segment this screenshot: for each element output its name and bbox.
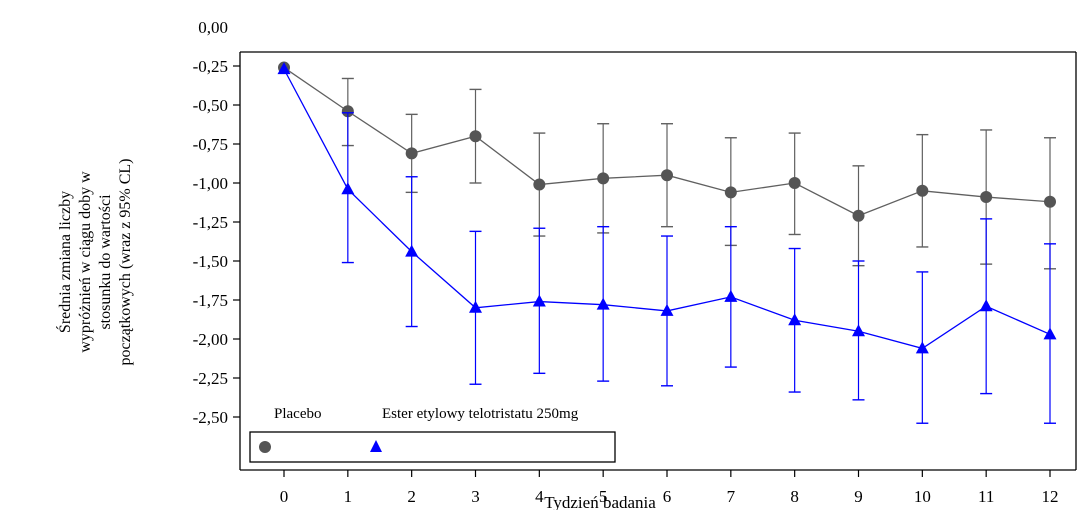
data-point — [596, 297, 610, 310]
y-tick-label: -2,50 — [193, 408, 228, 427]
x-tick-label: 8 — [790, 487, 799, 506]
y-tick-label: -2,25 — [193, 369, 228, 388]
x-tick-label: 11 — [978, 487, 994, 506]
data-point — [1044, 195, 1056, 208]
y-tick-label: -1,50 — [193, 252, 228, 271]
y-axis-label: Średnia zmiana liczby wypróżnień w ciągu… — [55, 158, 134, 365]
y-tick-label: -0,50 — [193, 96, 228, 115]
y-tick-label: -1,75 — [193, 291, 228, 310]
data-point — [852, 209, 865, 222]
x-tick-label: 7 — [727, 487, 736, 506]
legend-marker-triangle — [370, 440, 382, 452]
data-point — [724, 289, 738, 302]
legend-label-telotristat: Ester etylowy telotristatu 250mg — [382, 406, 579, 422]
series-1 — [277, 62, 1057, 424]
x-tick-label: 9 — [854, 487, 863, 506]
y-tick-label: -2,00 — [193, 330, 228, 349]
data-point — [533, 178, 546, 191]
series-layer — [277, 61, 1057, 424]
data-point — [341, 105, 354, 118]
y-tick-label: -0,75 — [193, 135, 228, 154]
data-point — [724, 186, 737, 199]
data-point — [469, 130, 482, 143]
x-axis-label: Tydzień badania — [544, 493, 656, 510]
data-point — [532, 294, 546, 307]
x-tick-label: 10 — [914, 487, 931, 506]
x-tick-label: 12 — [1042, 487, 1059, 506]
x-tick-label: 0 — [280, 487, 289, 506]
data-point — [852, 324, 865, 337]
y-axis-label-line-2: wypróżnień w ciągu doby w — [77, 171, 94, 353]
data-point — [341, 182, 355, 195]
x-tick-label: 1 — [344, 487, 353, 506]
legend: Placebo Ester etylowy telotristatu 250mg — [249, 406, 616, 463]
y-axis-label-line-1: Średnia zmiana liczby — [55, 191, 74, 333]
y-tick-label: -1,00 — [193, 174, 228, 193]
data-point — [980, 191, 993, 204]
data-point — [405, 147, 418, 160]
y-axis-label-line-4: początkowych (wraz z 95% CL) — [117, 158, 134, 365]
plot-frame — [239, 51, 1077, 471]
data-point — [1043, 327, 1057, 340]
x-tick-label: 6 — [663, 487, 672, 506]
data-point — [277, 62, 291, 75]
y-tick-label: 0,00 — [198, 18, 228, 37]
x-tick-label: 2 — [407, 487, 416, 506]
data-point — [788, 313, 802, 326]
y-axis-ticks: 0,00 -0,25 -0,50 -0,75 -1,00 -1,25 -1,50 -1,75 -… — [193, 18, 240, 427]
data-point — [788, 177, 801, 189]
y-axis-label-line-3: stosunku do wartości — [97, 194, 114, 330]
x-tick-label: 3 — [471, 487, 480, 506]
legend-box — [249, 431, 616, 463]
data-point — [915, 341, 929, 354]
data-point — [661, 169, 673, 182]
data-point — [916, 184, 929, 197]
legend-marker-circle — [259, 441, 271, 453]
x-tick-label: 5 — [599, 487, 608, 506]
data-point — [979, 299, 993, 312]
x-tick-label: 4 — [535, 487, 544, 506]
legend-label-placebo: Placebo — [274, 406, 321, 422]
y-tick-label: -1,25 — [193, 213, 228, 232]
data-point — [660, 303, 674, 316]
data-point — [597, 172, 610, 185]
data-point — [405, 244, 419, 257]
data-point — [469, 300, 482, 313]
x-axis-ticks: 0 1 2 3 4 5 6 7 8 9 10 11 12 — [280, 470, 1059, 506]
y-tick-label: -0,25 — [193, 57, 228, 76]
